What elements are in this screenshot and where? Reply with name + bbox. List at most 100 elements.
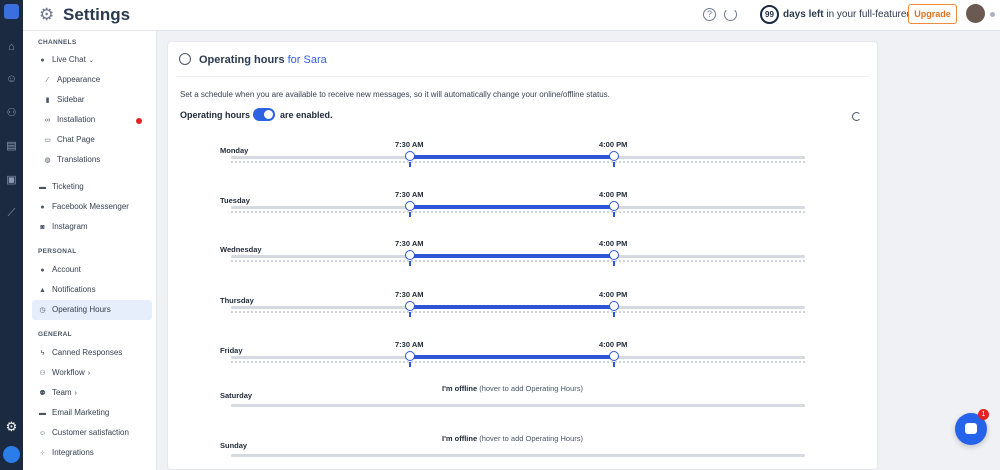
end-handle[interactable]	[609, 151, 619, 161]
offline-text[interactable]: I'm offline (hover to add Operating Hour…	[442, 384, 583, 393]
start-handle-stem	[409, 261, 411, 266]
grid-icon: ⁘	[39, 450, 46, 457]
chevron-right-icon: ›	[74, 390, 77, 397]
sidebar-item-label: Workflow	[52, 368, 85, 377]
active-range[interactable]	[410, 355, 614, 359]
active-item-highlight	[32, 300, 152, 320]
offline-hint: (hover to add Operating Hours)	[479, 384, 584, 393]
end-handle[interactable]	[609, 301, 619, 311]
chat-launcher-button[interactable]: 1	[955, 409, 989, 445]
settings-gear-icon[interactable]: ⚙	[5, 419, 18, 434]
sidebar-item-team[interactable]: ⚉ Team ›	[38, 386, 77, 400]
end-time-label: 4:00 PM	[599, 140, 628, 149]
section-channels: CHANNELS	[38, 39, 77, 46]
inbox-icon[interactable]: ▣	[6, 174, 17, 186]
end-handle-stem	[613, 362, 615, 367]
sidebar-item-label: Customer satisfaction	[52, 428, 129, 437]
sidebar-item-workflow[interactable]: ⚇ Workflow ›	[38, 366, 90, 380]
sidebar-item-account[interactable]: ● Account	[38, 263, 81, 277]
top-header: ⚙ Settings ? 99 days left in your full-f…	[23, 0, 1000, 31]
end-handle[interactable]	[609, 351, 619, 361]
user-icon: ●	[40, 267, 45, 274]
sidebar-item-sidebar[interactable]: ▮ Sidebar	[43, 93, 85, 107]
status-spinner-icon[interactable]	[724, 8, 737, 21]
start-handle[interactable]	[405, 151, 415, 161]
end-handle-stem	[613, 261, 615, 266]
sidebar-item-facebook-messenger[interactable]: ● Facebook Messenger	[38, 200, 129, 214]
start-time-label: 7:30 AM	[395, 290, 424, 299]
end-handle-stem	[613, 162, 615, 167]
analytics-icon[interactable]: ⟋	[7, 207, 16, 219]
day-name: Monday	[220, 146, 249, 155]
home-icon[interactable]: ⌂	[8, 41, 15, 53]
sidebar-item-customer-satisfaction[interactable]: ☺ Customer satisfaction	[38, 426, 129, 440]
sidebar-item-operating-hours[interactable]: ◷ Operating Hours	[38, 303, 111, 317]
offline-label: I'm offline	[442, 434, 478, 443]
day-row-thursday: Thursday 7:30 AM 4:00 PM	[220, 290, 810, 330]
sidebar-item-label: Operating Hours	[52, 305, 111, 314]
bell-icon: ▲	[39, 287, 46, 294]
active-range[interactable]	[410, 254, 614, 258]
sidebar-item-label: Sidebar	[57, 95, 85, 104]
sidebar-item-installation[interactable]: ∞ Installation	[43, 113, 95, 127]
start-handle[interactable]	[405, 301, 415, 311]
time-track[interactable]	[231, 404, 805, 407]
start-handle-stem	[409, 362, 411, 367]
sidebar-item-label: Chat Page	[57, 135, 95, 144]
contacts-icon[interactable]: ⚇	[6, 107, 17, 119]
end-handle[interactable]	[609, 250, 619, 260]
bookmark-icon: ▮	[45, 97, 50, 104]
end-time-label: 4:00 PM	[599, 340, 628, 349]
day-name: Saturday	[220, 391, 253, 400]
app-rail: ⌂ ☺ ⚇ ▤ ▣ ⟋ ⚙	[0, 0, 31, 470]
time-track[interactable]	[231, 454, 805, 457]
offline-text[interactable]: I'm offline (hover to add Operating Hour…	[442, 434, 583, 443]
brand-icon[interactable]	[3, 446, 20, 463]
start-handle[interactable]	[405, 351, 415, 361]
avatar[interactable]	[966, 4, 985, 23]
end-handle-stem	[613, 312, 615, 317]
sidebar-item-label: Live Chat	[52, 55, 86, 64]
end-handle[interactable]	[609, 201, 619, 211]
globe-icon: ◍	[44, 157, 51, 164]
sidebar-item-live-chat[interactable]: ● Live Chat ⌄	[38, 53, 93, 67]
sidebar-item-appearance[interactable]: ⁄ Appearance	[43, 73, 100, 87]
sidebar-item-translations[interactable]: ◍ Translations	[43, 153, 100, 167]
sidebar-item-chat-page[interactable]: ▭ Chat Page	[43, 133, 95, 147]
sidebar-item-notifications[interactable]: ▲ Notifications	[38, 283, 96, 297]
trial-text: days left in your full-featured trial	[783, 9, 931, 20]
upgrade-button[interactable]: Upgrade	[908, 4, 957, 24]
active-range[interactable]	[410, 155, 614, 159]
team-icon: ⚉	[39, 390, 46, 397]
active-range[interactable]	[410, 305, 614, 309]
help-icon[interactable]: ?	[703, 8, 716, 21]
status-dot	[990, 12, 995, 17]
chat-icon: ●	[40, 57, 45, 64]
sidebar-item-ticketing[interactable]: ▬ Ticketing	[38, 180, 84, 194]
section-personal: PERSONAL	[38, 248, 77, 255]
app-logo-icon[interactable]	[4, 4, 19, 19]
sidebar-item-canned-responses[interactable]: ϟ Canned Responses	[38, 346, 123, 360]
clock-icon	[179, 53, 191, 65]
start-handle-stem	[409, 162, 411, 167]
active-range[interactable]	[410, 205, 614, 209]
card-title: Operating hours for Sara	[199, 54, 327, 66]
email-icon: ▬	[39, 410, 46, 417]
sidebar-item-integrations[interactable]: ⁘ Integrations	[38, 446, 94, 460]
operating-hours-toggle[interactable]	[253, 108, 275, 121]
day-name: Friday	[220, 346, 243, 355]
start-handle[interactable]	[405, 250, 415, 260]
trial-days-bold: days left	[783, 9, 824, 20]
tickets-icon[interactable]: ▤	[6, 140, 17, 152]
start-handle[interactable]	[405, 201, 415, 211]
operating-hours-card: Operating hours for Sara Set a schedule …	[167, 41, 878, 470]
sidebar-item-email-marketing[interactable]: ▬ Email Marketing	[38, 406, 109, 420]
divider	[176, 76, 869, 77]
bot-icon[interactable]: ☺	[5, 73, 18, 85]
trial-rest: in your full-featured trial	[823, 9, 931, 20]
day-row-wednesday: Wednesday 7:30 AM 4:00 PM	[220, 239, 810, 279]
sidebar-item-label: Notifications	[52, 285, 96, 294]
sidebar-item-instagram[interactable]: ◙ Instagram	[38, 220, 87, 234]
ticket-icon: ▬	[39, 184, 46, 191]
refresh-icon[interactable]	[852, 112, 861, 121]
